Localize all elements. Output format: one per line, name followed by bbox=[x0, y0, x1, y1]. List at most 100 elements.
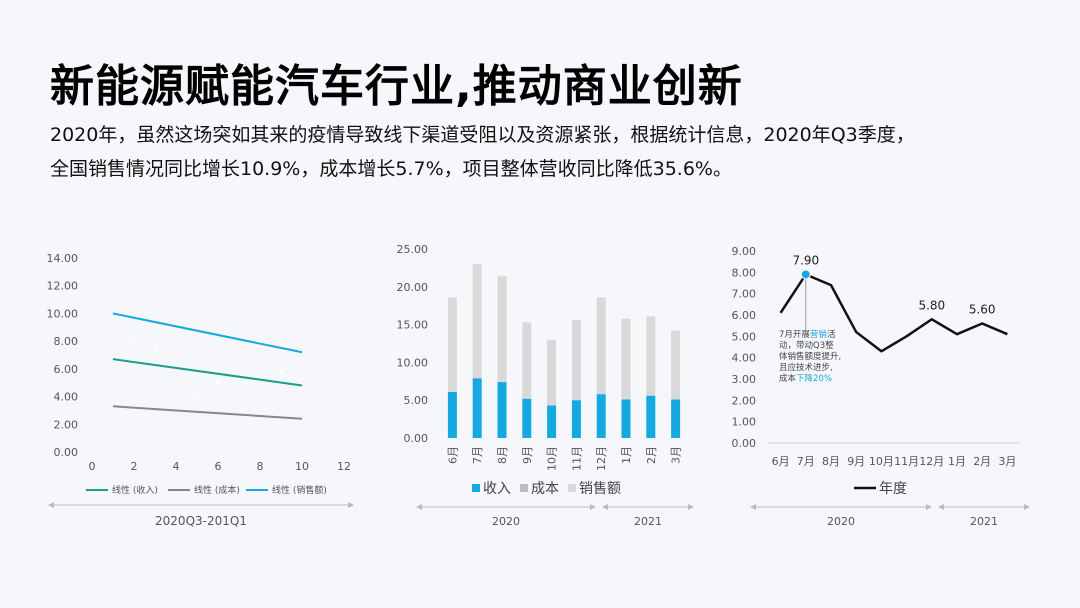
annotation-segment: 下降20% bbox=[796, 373, 832, 384]
y-tick-label: 14.00 bbox=[47, 252, 79, 265]
page-title: 新能源赋能汽车行业,推动商业创新 bbox=[50, 61, 743, 112]
bar-income bbox=[547, 405, 557, 438]
x-tick-label: 11月 bbox=[894, 455, 919, 468]
y-tick-label: 4.00 bbox=[54, 391, 79, 404]
x-tick-label: 0 bbox=[89, 460, 96, 473]
annotation-line-1: 7月开展营销活 bbox=[779, 329, 836, 340]
legend-label: 收入 bbox=[483, 481, 511, 497]
y-tick-label: 0.00 bbox=[54, 446, 79, 459]
x-tick-label: 8月 bbox=[822, 455, 840, 468]
x-tick-label: 4 bbox=[173, 460, 180, 473]
scatter-point bbox=[278, 369, 284, 375]
y-tick-label: 4.00 bbox=[732, 352, 757, 365]
x-tick-label: 2 bbox=[131, 460, 138, 473]
bar-sales bbox=[671, 330, 681, 400]
x-tick-label: 12月 bbox=[595, 446, 608, 471]
bar-sales bbox=[547, 339, 557, 406]
x-tick-label: 11月 bbox=[570, 446, 583, 471]
y-tick-label: 0.00 bbox=[404, 432, 429, 445]
scatter-point bbox=[173, 376, 179, 382]
x-tick-label: 7月 bbox=[797, 455, 815, 468]
y-tick-label: 1.00 bbox=[732, 416, 757, 429]
x-tick-label: 8月 bbox=[496, 446, 509, 464]
bar-income bbox=[671, 399, 681, 438]
year-2021-range-line-arrow-right bbox=[688, 504, 694, 510]
year-2020-range-line-arrow-left bbox=[750, 504, 756, 510]
year-2021-range-line-arrow-left bbox=[938, 504, 944, 510]
scatter-point bbox=[152, 345, 158, 351]
y-tick-label: 10.00 bbox=[47, 307, 79, 320]
annotation-segment: 成本 bbox=[779, 373, 797, 384]
x-tick-label: 6月 bbox=[772, 455, 790, 468]
y-tick-label: 8.00 bbox=[54, 335, 79, 348]
bar-sales bbox=[621, 318, 631, 400]
x-tick-label: 7月 bbox=[471, 446, 484, 464]
y-tick-label: 5.00 bbox=[404, 394, 429, 407]
year-2021-range-line-arrow-left bbox=[602, 504, 608, 510]
year-2021-range-line-arrow-right bbox=[1024, 504, 1030, 510]
period-label: 2020Q3-201Q1 bbox=[155, 514, 247, 528]
y-tick-label: 6.00 bbox=[54, 363, 79, 376]
bar-sales bbox=[447, 297, 457, 392]
scatter-point bbox=[110, 362, 116, 368]
series-line bbox=[779, 273, 1008, 353]
year-2020-range-line-arrow-right bbox=[926, 504, 932, 510]
annotation-segment: 7月开展 bbox=[779, 330, 810, 340]
bar-sales bbox=[596, 297, 606, 395]
y-tick-label: 3.00 bbox=[732, 373, 757, 386]
period-range-line-arrow-right bbox=[348, 502, 354, 508]
legend-label: 线性 (成本) bbox=[194, 484, 240, 496]
year-label: 2020 bbox=[827, 515, 855, 528]
x-tick-label: 10月 bbox=[546, 446, 559, 471]
y-tick-label: 7.00 bbox=[732, 288, 757, 301]
data-label: 5.60 bbox=[969, 303, 996, 317]
year-label: 2020 bbox=[492, 515, 520, 528]
year-label: 2021 bbox=[970, 515, 998, 528]
description: 2020年，虽然这场突如其来的疫情导致线下渠道受阻以及资源紧张，根据统计信息，2… bbox=[50, 118, 1040, 186]
x-tick-label: 8 bbox=[257, 460, 264, 473]
y-tick-label: 10.00 bbox=[397, 356, 429, 369]
trendline bbox=[112, 405, 303, 420]
bar-income bbox=[472, 378, 482, 438]
x-tick-label: 2月 bbox=[973, 455, 991, 468]
y-tick-label: 6.00 bbox=[732, 309, 757, 322]
year-2020-range-line-arrow-right bbox=[590, 504, 596, 510]
y-tick-label: 12.00 bbox=[47, 280, 79, 293]
x-tick-label: 9月 bbox=[847, 455, 865, 468]
x-tick-label: 10 bbox=[295, 460, 309, 473]
bar-sales bbox=[497, 276, 507, 383]
bar-sales bbox=[522, 322, 532, 399]
bar-income bbox=[522, 398, 532, 438]
annotation-line-2: 动，带动Q3整 bbox=[779, 340, 834, 351]
x-tick-label: 9月 bbox=[521, 446, 534, 464]
bar-sales bbox=[571, 320, 581, 401]
x-tick-label: 6月 bbox=[446, 446, 459, 464]
x-tick-label: 12 bbox=[337, 460, 351, 473]
bar-sales bbox=[472, 264, 482, 379]
x-tick-label: 10月 bbox=[869, 455, 894, 468]
bar-income bbox=[646, 395, 656, 438]
description-line-2: 全国销售情况同比增长10.9%，成本增长5.7%，项目整体营收同比降低35.6%… bbox=[50, 158, 732, 180]
x-tick-label: 1月 bbox=[620, 446, 633, 464]
y-tick-label: 0.00 bbox=[732, 437, 757, 450]
annotation-line-4: 且应技术进步, bbox=[779, 362, 833, 373]
x-tick-label: 1月 bbox=[948, 455, 966, 468]
scatter-point bbox=[194, 389, 200, 395]
y-tick-label: 15.00 bbox=[397, 319, 429, 332]
annotation-line-5: 成本下降20% bbox=[779, 373, 832, 384]
legend-label: 线性 (收入) bbox=[112, 484, 158, 496]
bar-income bbox=[596, 394, 606, 438]
x-tick-label: 3月 bbox=[670, 446, 683, 464]
trendline bbox=[112, 358, 303, 387]
legend-swatch bbox=[568, 484, 576, 492]
annotation-segment: 营销 bbox=[810, 329, 828, 340]
y-tick-label: 25.00 bbox=[397, 243, 429, 256]
bar-income bbox=[621, 399, 631, 438]
description-line-1: 2020年，虽然这场突如其来的疫情导致线下渠道受阻以及资源紧张，根据统计信息，2… bbox=[50, 124, 915, 146]
highlight-marker bbox=[800, 269, 811, 280]
y-tick-label: 9.00 bbox=[732, 245, 757, 258]
trendline bbox=[112, 312, 303, 354]
scatter-point bbox=[215, 380, 221, 386]
legend-label: 线性 (销售额) bbox=[272, 484, 327, 496]
